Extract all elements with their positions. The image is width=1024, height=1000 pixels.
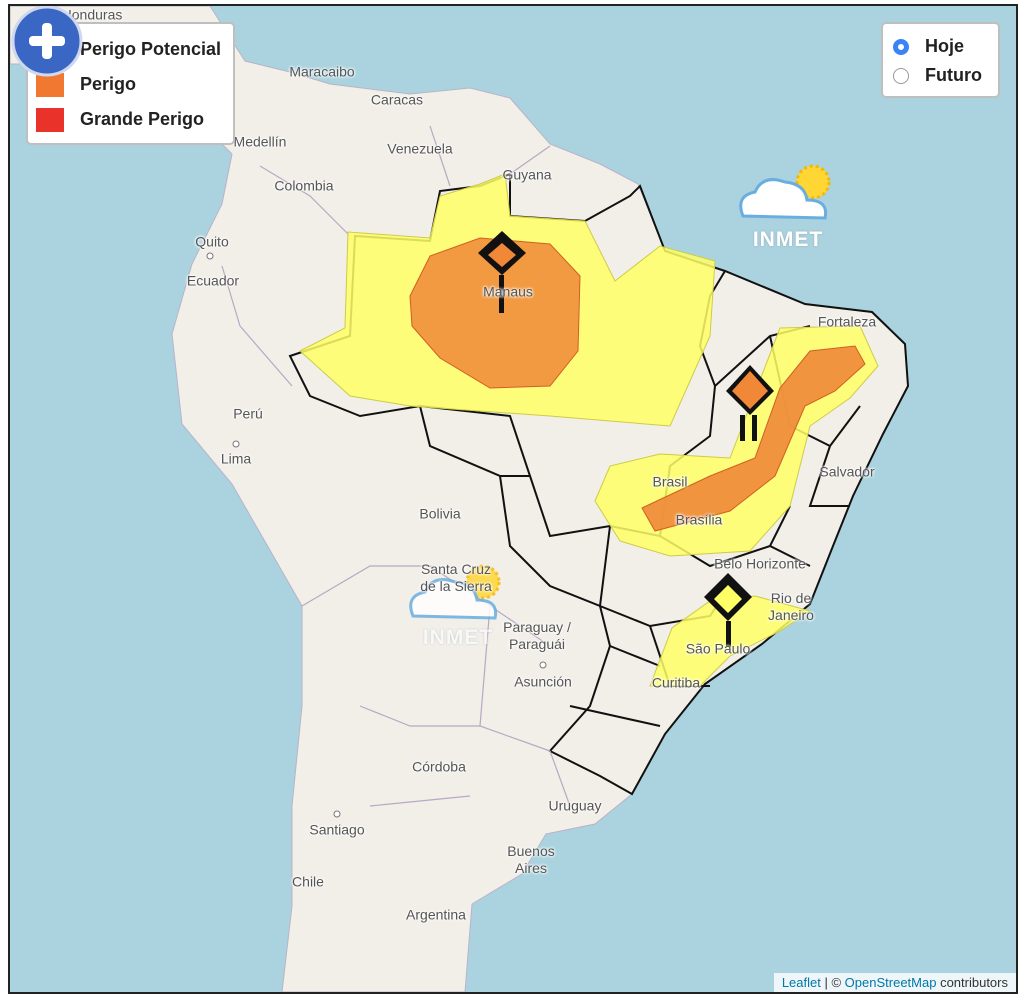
warning-marker: [726, 365, 774, 441]
marker-pole: [752, 415, 757, 441]
place-label: Perú: [233, 405, 263, 422]
alert-area-perigo: [409, 237, 581, 389]
marker-diamond: [732, 371, 768, 409]
place-label: Paraguay / Paraguái: [503, 619, 571, 652]
city-dot: [232, 440, 240, 448]
place-label: Colombia: [274, 177, 334, 194]
time-selector: Hoje Futuro: [881, 22, 1000, 98]
place-label: Ecuador: [186, 272, 240, 289]
legend-item: Grande Perigo: [36, 102, 221, 137]
place-label: Caracas: [370, 91, 424, 108]
zoom-icon: [42, 23, 52, 59]
marker-pole: [499, 275, 504, 313]
place-label: Bolivia: [419, 505, 461, 522]
place-label: São Paulo: [685, 640, 751, 657]
brand-label: INMET: [422, 626, 494, 649]
map-canvas: [10, 6, 910, 992]
warning-marker: [478, 231, 526, 313]
cloud: [739, 178, 828, 220]
place-label: Medellín: [233, 133, 287, 150]
place-label: Brasília: [675, 511, 723, 528]
legend-swatch: [36, 72, 64, 97]
place-label: Maracaibo: [289, 63, 355, 80]
cloud: [409, 578, 498, 620]
place-label: Lima: [220, 450, 252, 467]
alert-area-perigo: [641, 345, 866, 532]
alert-areas: [299, 173, 879, 687]
marker-diamond: [488, 243, 516, 267]
marker-pole: [740, 415, 745, 441]
brand-label: INMET: [752, 228, 824, 251]
radio-button[interactable]: [893, 38, 910, 55]
attribution: Leaflet | © OpenStreetMap contributors: [773, 973, 1016, 992]
time-option-label: Hoje: [925, 36, 965, 56]
sun: [465, 564, 501, 600]
legend-item: Perigo: [36, 67, 221, 102]
time-option-label: Futuro: [925, 65, 982, 85]
attribution-text: contributors: [936, 975, 1008, 990]
attribution-text: | ©: [820, 975, 845, 990]
time-option[interactable]: Futuro: [893, 61, 982, 90]
place-label: Quito: [195, 233, 229, 250]
marker-pole: [726, 621, 731, 647]
country-border: [221, 125, 571, 807]
legend-swatch: [36, 107, 64, 132]
place-label: Brasil: [652, 473, 688, 490]
place-label: Argentina: [406, 906, 466, 923]
warning-markers: [478, 231, 774, 647]
warning-marker: [704, 573, 752, 647]
place-label: Uruguay: [548, 797, 602, 814]
map: Honduras Maracaibo Caracas Medellín Venezuel…: [8, 4, 1018, 994]
place-label: Córdoba: [412, 758, 466, 775]
place-label: Santa Cruz de la Sierra: [420, 561, 492, 594]
city-dot: [333, 810, 341, 818]
city-dots: [206, 252, 547, 818]
place-label: Guyana: [502, 166, 552, 183]
legend-label: Grande Perigo: [80, 109, 205, 129]
weather-icon: [409, 564, 501, 620]
legend-label: Perigo Potencial: [80, 39, 222, 59]
brazil-border: [288, 172, 910, 796]
city-dot: [206, 252, 214, 260]
zoom-button[interactable]: [10, 6, 84, 80]
country-borders: [221, 125, 571, 807]
legend-label: Perigo: [80, 74, 137, 94]
weather-icon: [739, 164, 831, 220]
place-label: Belo Horizonte: [714, 555, 806, 572]
place-label: Buenos Aires: [507, 843, 555, 876]
place-label: Rio de Janeiro: [768, 590, 814, 623]
place-label: Curitiba: [651, 674, 701, 691]
place-label: Chile: [292, 873, 324, 890]
place-label: Venezuela: [387, 140, 453, 157]
place-label: Manaus: [483, 283, 533, 300]
place-label: Honduras: [61, 6, 123, 23]
place-label: Salvador: [819, 463, 875, 480]
place-label: Asunción: [514, 673, 572, 690]
place-label: Santiago: [309, 821, 365, 838]
attribution-link[interactable]: OpenStreetMap: [844, 975, 937, 990]
city-dot: [539, 661, 547, 669]
marker-diamond: [714, 585, 742, 613]
place-label: Fortaleza: [817, 313, 877, 330]
sun: [795, 164, 831, 200]
time-option[interactable]: Hoje: [893, 32, 982, 61]
radio-button[interactable]: [893, 67, 910, 84]
attribution-link[interactable]: Leaflet: [781, 975, 821, 990]
